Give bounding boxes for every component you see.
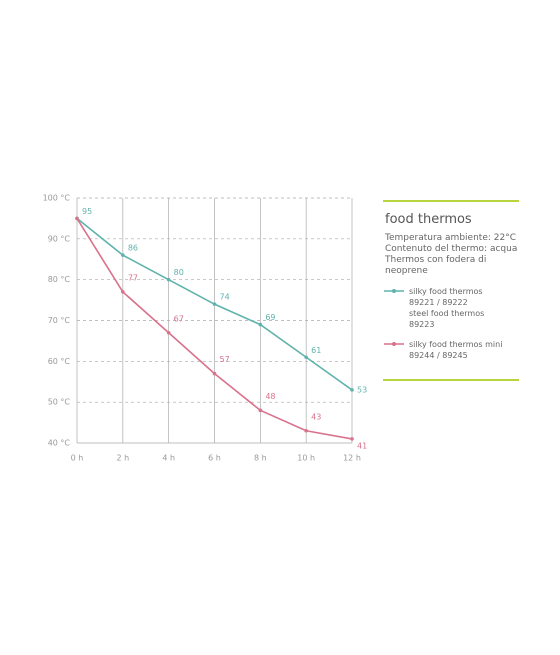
legend-marker (384, 342, 404, 346)
x-tick-label: 6 h (208, 454, 221, 463)
legend-dot (392, 289, 396, 293)
y-tick-label: 40 °C (48, 439, 71, 448)
y-tick-label: 60 °C (48, 357, 71, 366)
point (212, 302, 217, 306)
chart: 40 °C 50 °C 60 °C 70 °C 80 °C 90 °C 100 °C 0 h 2… (43, 194, 368, 463)
value-label: 69 (265, 313, 275, 322)
legend-entries: silky food thermos 89221 / 89222 steel f… (383, 286, 519, 361)
point (304, 355, 308, 360)
point (75, 216, 79, 221)
value-label: 48 (265, 392, 275, 401)
value-label: 41 (357, 441, 367, 450)
legend-dot (392, 342, 396, 346)
point (166, 330, 171, 335)
legend-marker (384, 289, 404, 293)
x-tick-label: 2 h (116, 454, 129, 463)
legend: food thermos Temperatura ambiente: 22°C C… (383, 200, 519, 381)
point (258, 322, 263, 327)
y-tick-label: 90 °C (48, 234, 71, 243)
y-tick-label: 80 °C (48, 275, 71, 284)
legend-label: silky food thermos 89221 / 89222 steel f… (409, 287, 485, 329)
point (350, 437, 354, 441)
value-label: 57 (220, 355, 230, 364)
legend-note: Thermos con fodera di neoprene (385, 255, 487, 276)
legend-title: food thermos (385, 212, 472, 227)
value-label: 67 (174, 314, 184, 323)
value-label: 77 (128, 273, 138, 282)
point (212, 371, 217, 376)
value-label: 80 (174, 268, 184, 277)
x-tick-label: 10 h (297, 454, 315, 463)
x-tick-label: 4 h (162, 454, 175, 463)
legend-note: Temperatura ambiente: 22°C (385, 233, 516, 243)
point (121, 290, 125, 294)
legend-entry: silky food thermos mini 89244 / 89245 (383, 339, 519, 361)
point (258, 408, 263, 413)
value-label: 74 (220, 293, 230, 302)
y-tick-label: 70 °C (48, 316, 71, 325)
value-label: 61 (311, 346, 321, 355)
x-tick-label: 0 h (71, 454, 84, 463)
x-tick-label: 8 h (254, 454, 267, 463)
point (166, 277, 171, 282)
x-tick-label: 12 h (343, 454, 361, 463)
y-tick-label: 100 °C (43, 194, 71, 203)
value-label: 86 (128, 244, 138, 253)
legend-label: silky food thermos mini 89244 / 89245 (409, 340, 503, 360)
legend-entry: silky food thermos 89221 / 89222 steel f… (383, 286, 519, 330)
y-tick-label: 50 °C (48, 398, 71, 407)
value-label: 53 (357, 385, 367, 394)
legend-note: Contenuto del thermo: acqua (385, 244, 518, 254)
point (121, 253, 125, 257)
legend-notes: Temperatura ambiente: 22°C Contenuto del … (383, 233, 519, 277)
point (304, 428, 308, 433)
value-label: 95 (82, 207, 92, 216)
point (350, 388, 354, 392)
value-label: 43 (311, 412, 321, 421)
